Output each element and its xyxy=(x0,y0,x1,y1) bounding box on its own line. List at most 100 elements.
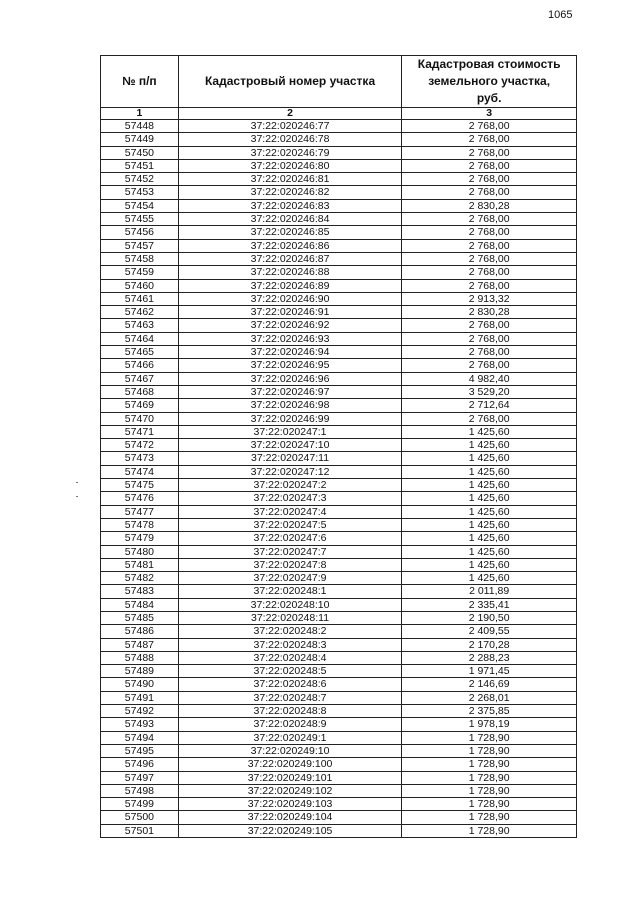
header-index: № п/п xyxy=(100,55,179,108)
cadastral-value: 1 425,60 xyxy=(401,517,577,533)
row-index: 57475 xyxy=(100,478,179,493)
cadastral-value: 1 425,60 xyxy=(401,424,577,440)
table-row: 57478 37:22:020247:5 1 425,60 xyxy=(100,517,577,533)
cadastral-number: 37:22:020248:11 xyxy=(177,610,403,626)
cadastral-value: 2 768,00 xyxy=(401,158,577,174)
cadastral-number: 37:22:020249:10 xyxy=(177,743,403,759)
table-row: 57473 37:22:020247:11 1 425,60 xyxy=(100,451,577,466)
table-row: 57490 37:22:020248:6 2 146,69 xyxy=(100,677,577,692)
cadastral-number: 37:22:020249:103 xyxy=(177,797,403,812)
column-number: 2 xyxy=(177,107,403,120)
table-row: 57464 37:22:020246:93 2 768,00 xyxy=(100,331,577,347)
table-row: 57452 37:22:020246:81 2 768,00 xyxy=(100,172,577,187)
cadastral-value: 4 982,40 xyxy=(401,371,577,386)
cadastral-value: 2 146,69 xyxy=(401,677,577,692)
cadastral-number: 37:22:020246:81 xyxy=(177,172,403,187)
cadastral-value: 1 425,60 xyxy=(401,571,577,586)
table-row: 57465 37:22:020246:94 2 768,00 xyxy=(100,345,577,360)
cadastral-value: 1 978,19 xyxy=(401,717,577,732)
table-row: 57496 37:22:020249:100 1 728,90 xyxy=(100,757,577,772)
row-index: 57459 xyxy=(100,265,179,280)
table-row: 57481 37:22:020247:8 1 425,60 xyxy=(100,557,577,573)
cadastral-value: 2 375,85 xyxy=(401,704,577,719)
cadastral-number: 37:22:020247:1 xyxy=(177,424,403,440)
table-row: 57449 37:22:020246:78 2 768,00 xyxy=(100,132,577,147)
column-number-row: 1 2 3 xyxy=(100,107,577,120)
row-index: 57467 xyxy=(100,371,179,386)
table-row: 57487 37:22:020248:3 2 170,28 xyxy=(100,637,577,652)
cadastral-value: 1 971,45 xyxy=(401,664,577,679)
table-row: 57469 37:22:020246:98 2 712,64 xyxy=(100,398,577,413)
row-index: 57483 xyxy=(100,584,179,599)
table-row: 57459 37:22:020246:88 2 768,00 xyxy=(100,265,577,280)
cadastral-number: 37:22:020248:1 xyxy=(177,584,403,599)
cadastral-value: 2 768,00 xyxy=(401,145,577,160)
row-index: 57470 xyxy=(100,411,179,426)
cadastral-number: 37:22:020246:87 xyxy=(177,251,403,267)
cadastral-value: 2 768,00 xyxy=(401,132,577,147)
cadastral-value: 2 768,00 xyxy=(401,358,577,373)
table-row: 57470 37:22:020246:99 2 768,00 xyxy=(100,411,577,426)
row-index: 57469 xyxy=(100,398,179,413)
row-index: 57476 xyxy=(100,491,179,506)
cadastral-value: 1 425,60 xyxy=(401,478,577,493)
cadastral-value: 2 768,00 xyxy=(401,278,577,293)
cadastral-number: 37:22:020249:102 xyxy=(177,783,403,799)
table-row: 57476 37:22:020247:3 1 425,60 xyxy=(100,491,577,506)
cadastral-number: 37:22:020246:89 xyxy=(177,278,403,293)
cadastral-number: 37:22:020246:86 xyxy=(177,238,403,253)
table-row: 57463 37:22:020246:92 2 768,00 xyxy=(100,318,577,333)
cadastral-number: 37:22:020246:91 xyxy=(177,305,403,320)
table-row: 57482 37:22:020247:9 1 425,60 xyxy=(100,571,577,586)
table-row: 57501 37:22:020249:105 1 728,90 xyxy=(100,823,577,839)
cadastral-number: 37:22:020246:85 xyxy=(177,225,403,240)
row-index: 57490 xyxy=(100,677,179,692)
cadastral-value: 2 768,00 xyxy=(401,172,577,187)
table-row: 57479 37:22:020247:6 1 425,60 xyxy=(100,531,577,546)
cadastral-value: 1 425,60 xyxy=(401,491,577,506)
scan-mark xyxy=(76,482,78,483)
table-row: 57486 37:22:020248:2 2 409,55 xyxy=(100,624,577,639)
cadastral-number: 37:22:020246:82 xyxy=(177,185,403,200)
cadastral-number: 37:22:020247:11 xyxy=(177,451,403,466)
cadastral-number: 37:22:020248:2 xyxy=(177,624,403,639)
cadastral-value: 2 335,41 xyxy=(401,597,577,612)
row-index: 57485 xyxy=(100,610,179,626)
row-index: 57464 xyxy=(100,331,179,347)
row-index: 57493 xyxy=(100,717,179,732)
cadastral-value: 2 768,00 xyxy=(401,118,577,134)
cadastral-value: 1 728,90 xyxy=(401,823,577,839)
cadastral-number: 37:22:020247:8 xyxy=(177,557,403,573)
table-row: 57466 37:22:020246:95 2 768,00 xyxy=(100,358,577,373)
cadastral-number: 37:22:020248:9 xyxy=(177,717,403,732)
cadastral-value: 3 529,20 xyxy=(401,384,577,400)
row-index: 57489 xyxy=(100,664,179,679)
cadastral-number: 37:22:020246:97 xyxy=(177,384,403,400)
table-row: 57467 37:22:020246:96 4 982,40 xyxy=(100,371,577,386)
cadastral-number: 37:22:020246:78 xyxy=(177,132,403,147)
table-row: 57460 37:22:020246:89 2 768,00 xyxy=(100,278,577,293)
cadastral-number: 37:22:020248:6 xyxy=(177,677,403,692)
table-row: 57492 37:22:020248:8 2 375,85 xyxy=(100,704,577,719)
table-row: 57448 37:22:020246:77 2 768,00 xyxy=(100,118,577,134)
cadastral-value: 1 728,90 xyxy=(401,797,577,812)
cadastral-number: 37:22:020247:10 xyxy=(177,438,403,453)
cadastral-number: 37:22:020248:10 xyxy=(177,597,403,612)
table-row: 57451 37:22:020246:80 2 768,00 xyxy=(100,158,577,174)
cadastral-value: 2 190,50 xyxy=(401,610,577,626)
table-row: 57497 37:22:020249:101 1 728,90 xyxy=(100,770,577,785)
row-index: 57458 xyxy=(100,251,179,267)
table-row: 57480 37:22:020247:7 1 425,60 xyxy=(100,544,577,559)
table-row: 57475 37:22:020247:2 1 425,60 xyxy=(100,478,577,493)
cadastral-number: 37:22:020247:3 xyxy=(177,491,403,506)
header-row: № п/п Кадастровый номер участка Кадастро… xyxy=(100,55,577,108)
row-index: 57498 xyxy=(100,783,179,799)
cadastral-value: 1 425,60 xyxy=(401,544,577,559)
cadastral-number: 37:22:020246:80 xyxy=(177,158,403,174)
cadastral-number: 37:22:020246:93 xyxy=(177,331,403,347)
cadastral-number: 37:22:020246:77 xyxy=(177,118,403,134)
cadastral-number: 37:22:020249:100 xyxy=(177,757,403,772)
scan-mark xyxy=(76,496,78,497)
cadastral-number: 37:22:020246:99 xyxy=(177,411,403,426)
table-row: 57498 37:22:020249:102 1 728,90 xyxy=(100,783,577,799)
